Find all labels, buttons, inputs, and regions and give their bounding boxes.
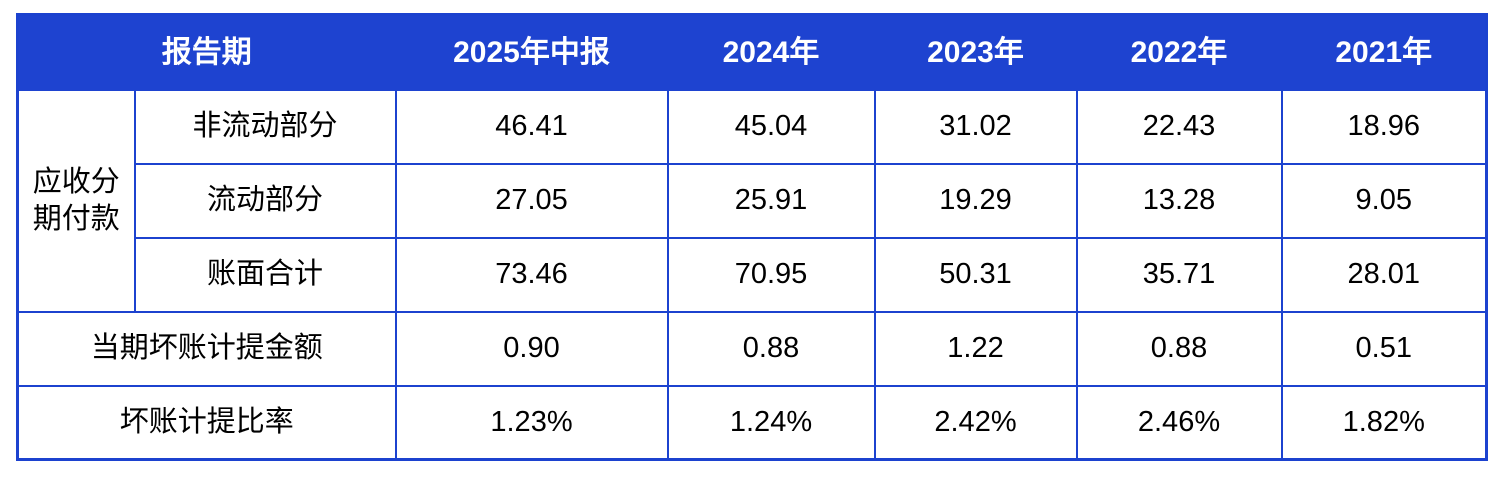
header-row: 报告期 2025年中报 2024年 2023年 2022年 2021年: [16, 13, 1488, 91]
cell-value: 0.51: [1280, 310, 1488, 387]
cell-value: 1.24%: [666, 384, 876, 461]
cell-value: 70.95: [666, 236, 876, 313]
group-label-receivable-installments: 应收分期付款: [16, 88, 136, 313]
table-row-baddebt-ratio: 坏账计提比率 1.23% 1.24% 2.42% 2.46% 1.82%: [16, 384, 1488, 461]
header-cell-2022: 2022年: [1075, 13, 1283, 91]
cell-value: 27.05: [394, 162, 669, 239]
row-label: 当期坏账计提金额: [16, 310, 397, 387]
header-cell-2024: 2024年: [666, 13, 876, 91]
table-row-current: 流动部分 27.05 25.91 19.29 13.28 9.05: [18, 162, 1488, 239]
cell-value: 73.46: [394, 236, 669, 313]
table-header: 报告期 2025年中报 2024年 2023年 2022年 2021年: [16, 13, 1488, 91]
cell-value: 22.43: [1075, 88, 1283, 165]
cell-value: 46.41: [394, 88, 669, 165]
cell-value: 2.46%: [1075, 384, 1283, 461]
cell-value: 1.22: [873, 310, 1078, 387]
row-label: 非流动部分: [133, 88, 397, 165]
row-label: 流动部分: [133, 162, 397, 239]
table-row-baddebt-amount: 当期坏账计提金额 0.90 0.88 1.22 0.88 0.51: [16, 310, 1488, 387]
cell-value: 0.90: [394, 310, 669, 387]
row-label: 账面合计: [133, 236, 397, 313]
cell-value: 28.01: [1280, 236, 1488, 313]
cell-value: 0.88: [1075, 310, 1283, 387]
cell-value: 31.02: [873, 88, 1078, 165]
table-row-noncurrent: 应收分期付款 非流动部分 46.41 45.04 31.02 22.43 18.…: [16, 88, 1488, 313]
cell-value: 1.23%: [394, 384, 669, 461]
cell-value: 50.31: [873, 236, 1078, 313]
financial-table: 报告期 2025年中报 2024年 2023年 2022年 2021年 应收分期…: [16, 13, 1488, 461]
table-row-book-total: 账面合计 73.46 70.95 50.31 35.71 28.01: [18, 236, 1488, 313]
cell-value: 25.91: [666, 162, 876, 239]
row-label: 坏账计提比率: [16, 384, 397, 461]
table-body: 应收分期付款 非流动部分 46.41 45.04 31.02 22.43 18.…: [16, 88, 1488, 461]
header-cell-report-period: 报告期: [16, 13, 397, 91]
cell-value: 18.96: [1280, 88, 1488, 165]
header-cell-2021: 2021年: [1280, 13, 1488, 91]
cell-value: 9.05: [1280, 162, 1488, 239]
header-cell-2023: 2023年: [873, 13, 1078, 91]
cell-value: 35.71: [1075, 236, 1283, 313]
cell-value: 13.28: [1075, 162, 1283, 239]
cell-value: 1.82%: [1280, 384, 1488, 461]
cell-value: 2.42%: [873, 384, 1078, 461]
cell-value: 19.29: [873, 162, 1078, 239]
cell-value: 0.88: [666, 310, 876, 387]
header-cell-2025h1: 2025年中报: [394, 13, 669, 91]
cell-value: 45.04: [666, 88, 876, 165]
